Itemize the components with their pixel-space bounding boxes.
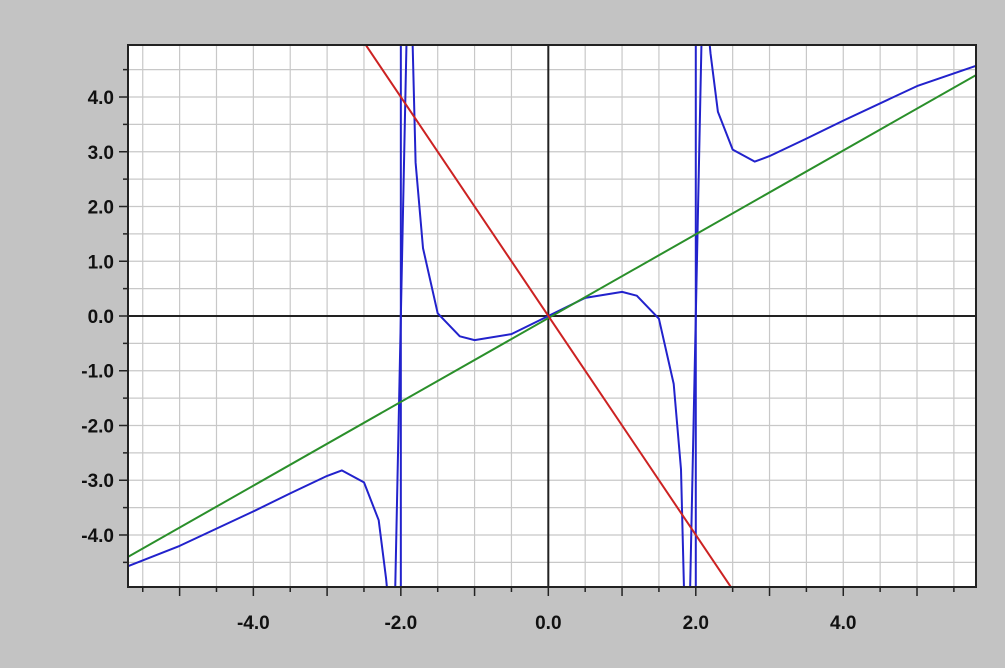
x-tick-labels: -4.0 -2.0 0.0 2.0 4.0 [237, 613, 856, 634]
x-tick-label: 4.0 [830, 613, 856, 634]
y-tick-label: 2.0 [88, 198, 114, 219]
y-tick-labels: 4.0 3.0 2.0 1.0 0.0 -1.0 -2.0 -3.0 -4.0 [81, 88, 114, 547]
y-tick-label: -3.0 [81, 471, 114, 492]
tick-marks [119, 68, 955, 596]
y-tick-label: -1.0 [81, 362, 114, 383]
x-tick-label: -2.0 [384, 613, 417, 634]
series-line-2 [364, 45, 733, 587]
y-tick-label: 1.0 [88, 252, 114, 273]
y-tick-label: 3.0 [88, 143, 114, 164]
y-tick-label: 4.0 [88, 88, 114, 109]
x-tick-label: -4.0 [237, 613, 270, 634]
y-tick-label: -4.0 [81, 526, 114, 547]
x-tick-label: 0.0 [535, 613, 561, 634]
x-tick-label: 2.0 [683, 613, 709, 634]
y-tick-label: 0.0 [88, 307, 114, 328]
series-layer [128, 45, 976, 587]
y-tick-label: -2.0 [81, 416, 114, 437]
series-line-1 [128, 74, 976, 558]
